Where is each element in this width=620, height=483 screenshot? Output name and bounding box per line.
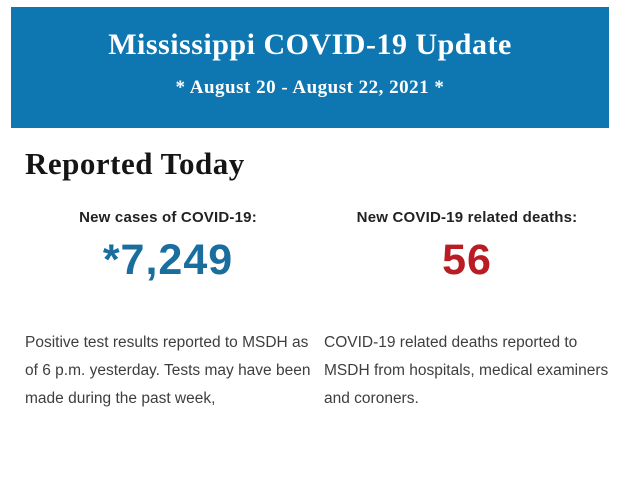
banner-date-range: * August 20 - August 22, 2021 * <box>175 77 445 98</box>
new-deaths-note: COVID-19 related deaths reported to MSDH… <box>324 334 609 407</box>
banner-title: Mississippi COVID-19 Update <box>108 28 512 61</box>
section-heading: Reported Today <box>25 146 245 181</box>
new-cases-value: *7,249 <box>102 236 234 284</box>
new-cases-column: New cases of COVID-19: *7,249 Positive t… <box>25 209 311 413</box>
new-deaths-label: New COVID-19 related deaths: <box>356 209 578 226</box>
new-cases-note: Positive test results reported to MSDH a… <box>25 334 311 407</box>
new-deaths-value: 56 <box>442 236 492 284</box>
new-cases-label: New cases of COVID-19: <box>79 209 257 226</box>
new-deaths-column: New COVID-19 related deaths: 56 COVID-19… <box>324 209 610 413</box>
header-banner: Mississippi COVID-19 Update * August 20 … <box>11 7 609 128</box>
